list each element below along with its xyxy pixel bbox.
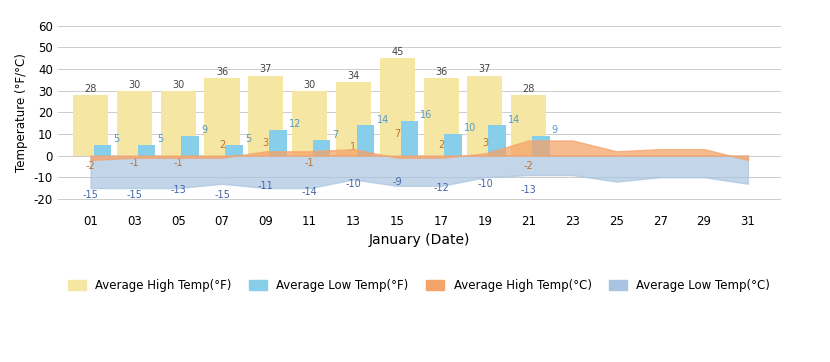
Bar <box>117 91 152 156</box>
Text: -1: -1 <box>305 159 315 168</box>
Text: 30: 30 <box>129 80 140 90</box>
Text: 36: 36 <box>216 67 228 77</box>
Bar <box>380 58 415 156</box>
Text: 1: 1 <box>350 142 357 152</box>
Bar <box>94 145 111 156</box>
Text: 5: 5 <box>158 134 164 144</box>
Text: 45: 45 <box>391 47 403 57</box>
Text: -13: -13 <box>521 185 537 195</box>
Text: 37: 37 <box>479 64 491 75</box>
Text: -11: -11 <box>258 181 274 191</box>
Bar <box>357 125 374 156</box>
Text: -13: -13 <box>170 185 186 195</box>
Bar <box>401 121 418 156</box>
Text: -15: -15 <box>214 190 230 199</box>
Text: 9: 9 <box>552 126 558 135</box>
Text: 10: 10 <box>464 123 476 133</box>
Text: 14: 14 <box>508 115 520 125</box>
Text: 7: 7 <box>333 130 339 140</box>
Bar <box>182 136 199 156</box>
Text: -2: -2 <box>85 161 95 171</box>
Text: 28: 28 <box>523 84 535 94</box>
Text: -12: -12 <box>433 183 449 193</box>
Text: 2: 2 <box>438 140 444 150</box>
Legend: Average High Temp(°F), Average Low Temp(°F), Average High Temp(°C), Average Low : Average High Temp(°F), Average Low Temp(… <box>63 274 775 296</box>
Y-axis label: Temperature (°F/°C): Temperature (°F/°C) <box>15 53 28 172</box>
X-axis label: January (Date): January (Date) <box>369 233 470 247</box>
Text: 5: 5 <box>245 134 251 144</box>
Text: 3: 3 <box>263 138 269 148</box>
Text: 34: 34 <box>348 71 359 81</box>
Bar <box>248 76 283 156</box>
Bar <box>467 76 502 156</box>
Text: 30: 30 <box>304 80 315 90</box>
Text: 2: 2 <box>219 140 225 150</box>
Text: -14: -14 <box>302 188 318 197</box>
Text: -2: -2 <box>524 161 534 171</box>
Bar <box>511 95 546 156</box>
Text: 9: 9 <box>201 126 208 135</box>
Text: -15: -15 <box>83 190 99 199</box>
Bar <box>138 145 155 156</box>
Text: 30: 30 <box>172 80 184 90</box>
Text: -1: -1 <box>129 159 139 168</box>
Text: 5: 5 <box>114 134 120 144</box>
Text: 12: 12 <box>289 119 301 129</box>
Bar <box>225 145 243 156</box>
Bar <box>444 134 462 156</box>
Text: 7: 7 <box>394 129 400 139</box>
Bar <box>423 78 459 156</box>
Bar <box>204 78 240 156</box>
Text: -1: -1 <box>173 159 183 168</box>
Bar <box>73 95 108 156</box>
Text: -10: -10 <box>345 179 361 189</box>
Text: 3: 3 <box>482 138 488 148</box>
Text: -10: -10 <box>477 179 493 189</box>
Bar <box>161 91 196 156</box>
Bar <box>292 91 327 156</box>
Text: -15: -15 <box>126 190 142 199</box>
Bar <box>269 130 286 156</box>
Text: 28: 28 <box>85 84 97 94</box>
Text: 14: 14 <box>377 115 388 125</box>
Bar <box>336 82 371 156</box>
Text: 16: 16 <box>420 110 432 120</box>
Text: 36: 36 <box>435 67 447 77</box>
Text: 37: 37 <box>260 64 272 75</box>
Bar <box>313 140 330 156</box>
Text: -9: -9 <box>393 177 402 186</box>
Bar <box>532 136 549 156</box>
Bar <box>488 125 505 156</box>
